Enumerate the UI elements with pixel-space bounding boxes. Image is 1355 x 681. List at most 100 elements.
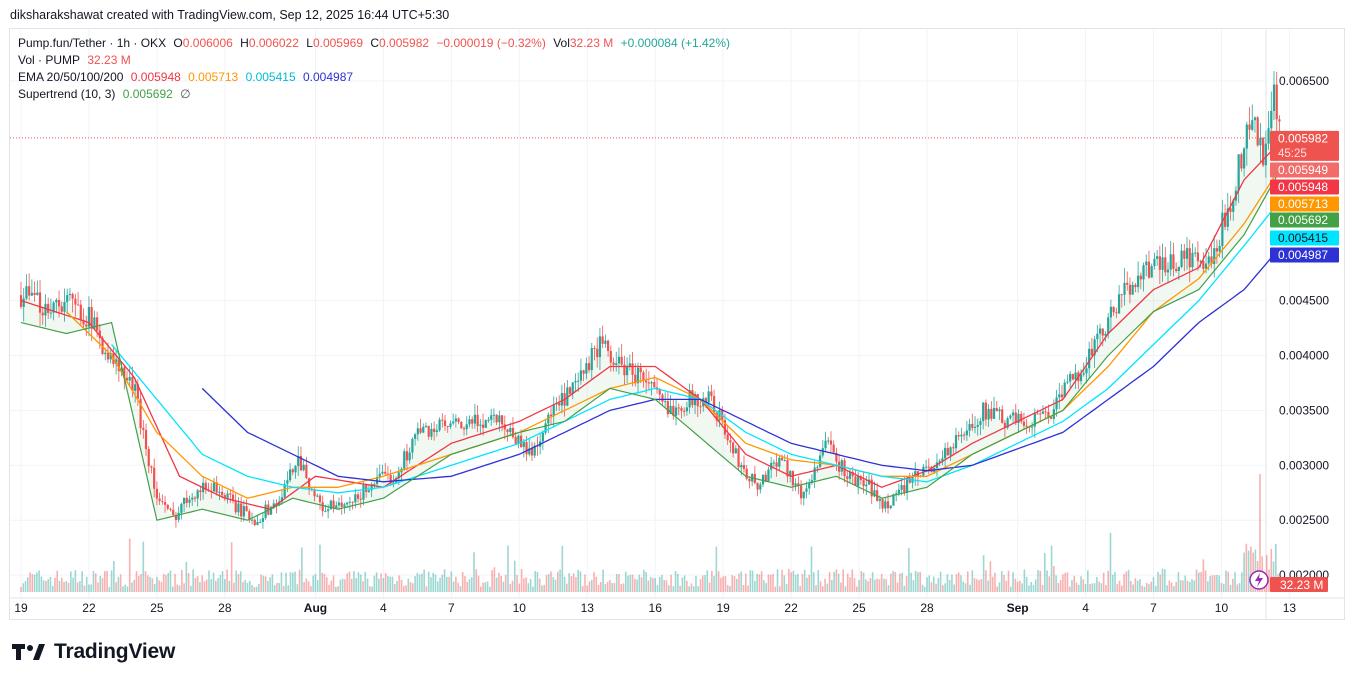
- candle-body: [530, 448, 534, 456]
- volume-bar: [128, 538, 131, 592]
- volume-bar: [1048, 576, 1051, 592]
- volume-bar: [874, 579, 876, 592]
- candle-body: [767, 469, 770, 482]
- time-axis-label: 28: [218, 601, 232, 615]
- volume-bar: [382, 578, 385, 592]
- candle-body: [158, 498, 161, 502]
- volume-bar: [1191, 579, 1193, 592]
- ema200-value: 0.004987: [302, 70, 354, 84]
- volume-bar: [1216, 574, 1218, 592]
- candle-body: [30, 292, 33, 296]
- volume-bar: [998, 582, 1001, 592]
- candle-body: [288, 469, 292, 481]
- candle-body: [411, 438, 414, 453]
- volume-bar: [871, 572, 874, 592]
- candle-body: [696, 394, 699, 407]
- candle-body: [1107, 317, 1110, 334]
- volume-bar: [722, 576, 724, 592]
- volume-bar: [1272, 561, 1275, 592]
- candle-body: [772, 462, 775, 464]
- volume-bar: [552, 577, 555, 592]
- candle-body: [1188, 248, 1191, 268]
- volume-bar: [1098, 581, 1100, 592]
- volume-bar: [638, 574, 641, 592]
- candle-body: [226, 493, 229, 499]
- volume-bar: [1238, 583, 1241, 592]
- volume-bar: [964, 583, 967, 592]
- candle-body: [150, 466, 153, 468]
- volume-bar: [658, 576, 661, 592]
- volume-bar: [969, 584, 971, 592]
- time-axis-label: 22: [784, 601, 798, 615]
- candle-body: [829, 440, 833, 445]
- volume-bar: [948, 579, 951, 592]
- volume-bar: [899, 573, 901, 592]
- volume-bar: [579, 571, 582, 592]
- volume-bar: [808, 574, 811, 592]
- volume-bar: [323, 573, 326, 592]
- volume-bar: [341, 578, 344, 592]
- lightning-icon[interactable]: [1249, 570, 1269, 590]
- volume-bar: [1118, 580, 1121, 592]
- volume-bar: [627, 575, 629, 592]
- volume-bar: [919, 571, 922, 592]
- volume-bar: [1268, 569, 1270, 592]
- symbol-label[interactable]: Pump.fun/Tether · 1h · OKX: [18, 36, 167, 50]
- volume-bar: [529, 579, 532, 592]
- candle-body: [471, 419, 474, 424]
- candle-body: [802, 491, 805, 499]
- volume-bar: [81, 571, 83, 592]
- countdown-label: 45:25: [1278, 148, 1307, 160]
- volume-bar: [581, 586, 584, 592]
- candle-body: [1126, 282, 1129, 285]
- volume-bar: [1000, 571, 1003, 592]
- candle-body: [998, 409, 1001, 412]
- volume-bar: [600, 582, 602, 592]
- volume-bar: [49, 576, 52, 592]
- candle-body: [1069, 374, 1072, 382]
- candle-body: [1172, 254, 1175, 269]
- change-value: −0.000019 (−0.32%): [436, 36, 546, 50]
- volume-bar: [38, 570, 40, 592]
- volume-bar: [819, 581, 822, 592]
- volume-bar: [273, 585, 276, 592]
- volume-bar: [792, 570, 795, 592]
- candle-body: [1022, 421, 1026, 426]
- volume-bar: [980, 578, 983, 592]
- volume-bar: [1218, 575, 1220, 592]
- volume-bar: [1068, 586, 1071, 592]
- volume-bar: [228, 580, 231, 592]
- supertrend-indicator-label[interactable]: Supertrend (10, 3): [18, 87, 116, 101]
- candle-body: [196, 490, 199, 499]
- volume-bar: [495, 577, 498, 592]
- volume-bar: [131, 582, 133, 592]
- volume-bar: [697, 586, 700, 592]
- volume-bar: [54, 577, 56, 592]
- candle-body: [805, 488, 808, 492]
- candle-body: [441, 419, 444, 421]
- volume-bar: [144, 571, 147, 592]
- time-axis-label: 22: [82, 601, 96, 615]
- candle-body: [547, 414, 550, 424]
- indicator-line-ema-20: [20, 143, 1279, 510]
- volume-indicator-label[interactable]: Vol · PUMP: [18, 53, 81, 67]
- ema50-tag-bg: [1270, 196, 1339, 212]
- candle-body: [1101, 328, 1104, 336]
- candle-body: [574, 380, 577, 383]
- volume-bar: [828, 571, 831, 592]
- candle-body: [726, 434, 729, 441]
- candle-body: [272, 503, 275, 507]
- volume-bar: [686, 580, 688, 592]
- volume-bar: [844, 586, 847, 592]
- candle-body: [1115, 312, 1118, 314]
- ema-indicator-label[interactable]: EMA 20/50/100/200: [18, 70, 124, 84]
- candle-body: [188, 499, 191, 503]
- volume-bar: [416, 572, 419, 592]
- candle-body: [606, 340, 610, 351]
- volume-bar: [785, 584, 788, 592]
- candle-body: [1082, 373, 1085, 375]
- volume-bar: [889, 573, 892, 592]
- volume-bar: [126, 586, 129, 592]
- volume-bar: [400, 579, 403, 592]
